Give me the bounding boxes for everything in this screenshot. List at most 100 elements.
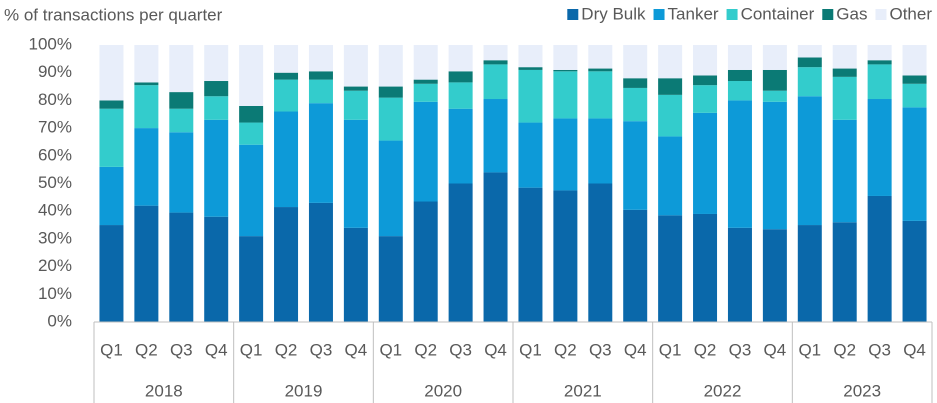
bar-segment [483, 60, 508, 65]
bar-segment [274, 207, 299, 322]
bar-segment [378, 140, 403, 237]
year-label: 2021 [564, 381, 602, 400]
bar-segment [483, 45, 508, 61]
x-tick-label: Q4 [624, 340, 647, 359]
bar-segment [99, 166, 124, 226]
bar-segment [832, 119, 857, 223]
bar-segment [658, 45, 683, 79]
bar-segment [134, 82, 159, 86]
y-tick-label: 80% [38, 90, 72, 109]
bar-segment [169, 108, 194, 133]
bar-segment [518, 187, 543, 322]
bar-segment [797, 57, 822, 68]
x-tick-label: Q2 [135, 340, 158, 359]
legend-label: Dry Bulk [581, 4, 646, 23]
legend-swatch [875, 9, 887, 20]
legend-label: Tanker [668, 4, 719, 23]
bar-segment [169, 45, 194, 93]
bar-segment [553, 190, 578, 322]
bar-segment [448, 82, 473, 109]
year-label: 2022 [704, 381, 742, 400]
legend-swatch [726, 9, 738, 20]
x-tick-label: Q3 [729, 340, 752, 359]
x-tick-label: Q1 [240, 340, 263, 359]
bar-segment [762, 45, 787, 70]
x-tick-label: Q4 [903, 340, 926, 359]
y-tick-label: 60% [38, 145, 72, 164]
bar-segment [693, 213, 718, 322]
y-tick-label: 10% [38, 284, 72, 303]
bar-segment [308, 202, 333, 322]
bar-segment [413, 45, 438, 80]
bar-segment [378, 236, 403, 322]
x-tick-label: Q1 [519, 340, 542, 359]
bar-segment [902, 220, 927, 322]
bar-segment [867, 195, 892, 322]
year-label: 2018 [145, 381, 183, 400]
bar-segment [204, 81, 229, 97]
bar-segment [99, 45, 124, 101]
bar-segment [623, 87, 648, 122]
bar-segment [553, 71, 578, 119]
bar-segment [99, 108, 124, 167]
bar-segment [553, 69, 578, 72]
bar-segment [204, 45, 229, 82]
chart-subtitle: % of transactions per quarter [4, 5, 223, 24]
bar-segment [553, 45, 578, 70]
x-tick-label: Q4 [205, 340, 228, 359]
bar-segment [518, 67, 543, 70]
x-tick-label: Q3 [170, 340, 193, 359]
x-tick-label: Q2 [694, 340, 717, 359]
bar-segment [308, 103, 333, 203]
bar-segment [762, 229, 787, 322]
bar-segment [693, 45, 718, 76]
bar-segment [553, 118, 578, 191]
bar-segment [343, 45, 368, 87]
bar-segment [204, 216, 229, 322]
bar-segment [867, 99, 892, 196]
year-label: 2023 [843, 381, 881, 400]
bar-segment [762, 101, 787, 230]
bar-segment [727, 45, 752, 70]
x-tick-label: Q3 [310, 340, 333, 359]
bar-segment [483, 99, 508, 173]
legend-swatch [567, 9, 579, 20]
bar-segment [902, 45, 927, 76]
bar-segment [343, 227, 368, 322]
bar-segment [727, 81, 752, 101]
bar-segment [797, 45, 822, 58]
bar-segment [797, 67, 822, 97]
bar-segment [343, 86, 368, 91]
bar-segment [413, 79, 438, 84]
bar-segment [658, 78, 683, 95]
bar-segment [727, 69, 752, 82]
bar-segment [518, 45, 543, 68]
y-tick-label: 40% [38, 201, 72, 220]
bar-segment [518, 69, 543, 123]
bar-segment [797, 225, 822, 322]
bar-segment [727, 227, 752, 322]
bar-segment [762, 69, 787, 91]
bar-segment [902, 83, 927, 108]
bar-segment [448, 108, 473, 184]
bar-segment [169, 212, 194, 322]
x-tick-label: Q4 [345, 340, 368, 359]
bar-segment [413, 83, 438, 102]
bar-segment [588, 68, 613, 72]
bar-segment [902, 107, 927, 221]
bar-segment [483, 172, 508, 322]
bar-segment [134, 85, 159, 129]
y-tick-label: 70% [38, 118, 72, 137]
y-tick-label: 90% [38, 62, 72, 81]
x-tick-label: Q3 [589, 340, 612, 359]
bar-segment [308, 45, 333, 72]
bar-segment [588, 45, 613, 69]
bar-segment [588, 71, 613, 119]
y-tick-label: 100% [29, 34, 72, 53]
bar-segment [623, 121, 648, 210]
bar-segment [797, 96, 822, 226]
bar-segment [693, 75, 718, 86]
bar-segment [169, 132, 194, 213]
bar-segment [902, 75, 927, 84]
bar-segment [274, 45, 299, 73]
